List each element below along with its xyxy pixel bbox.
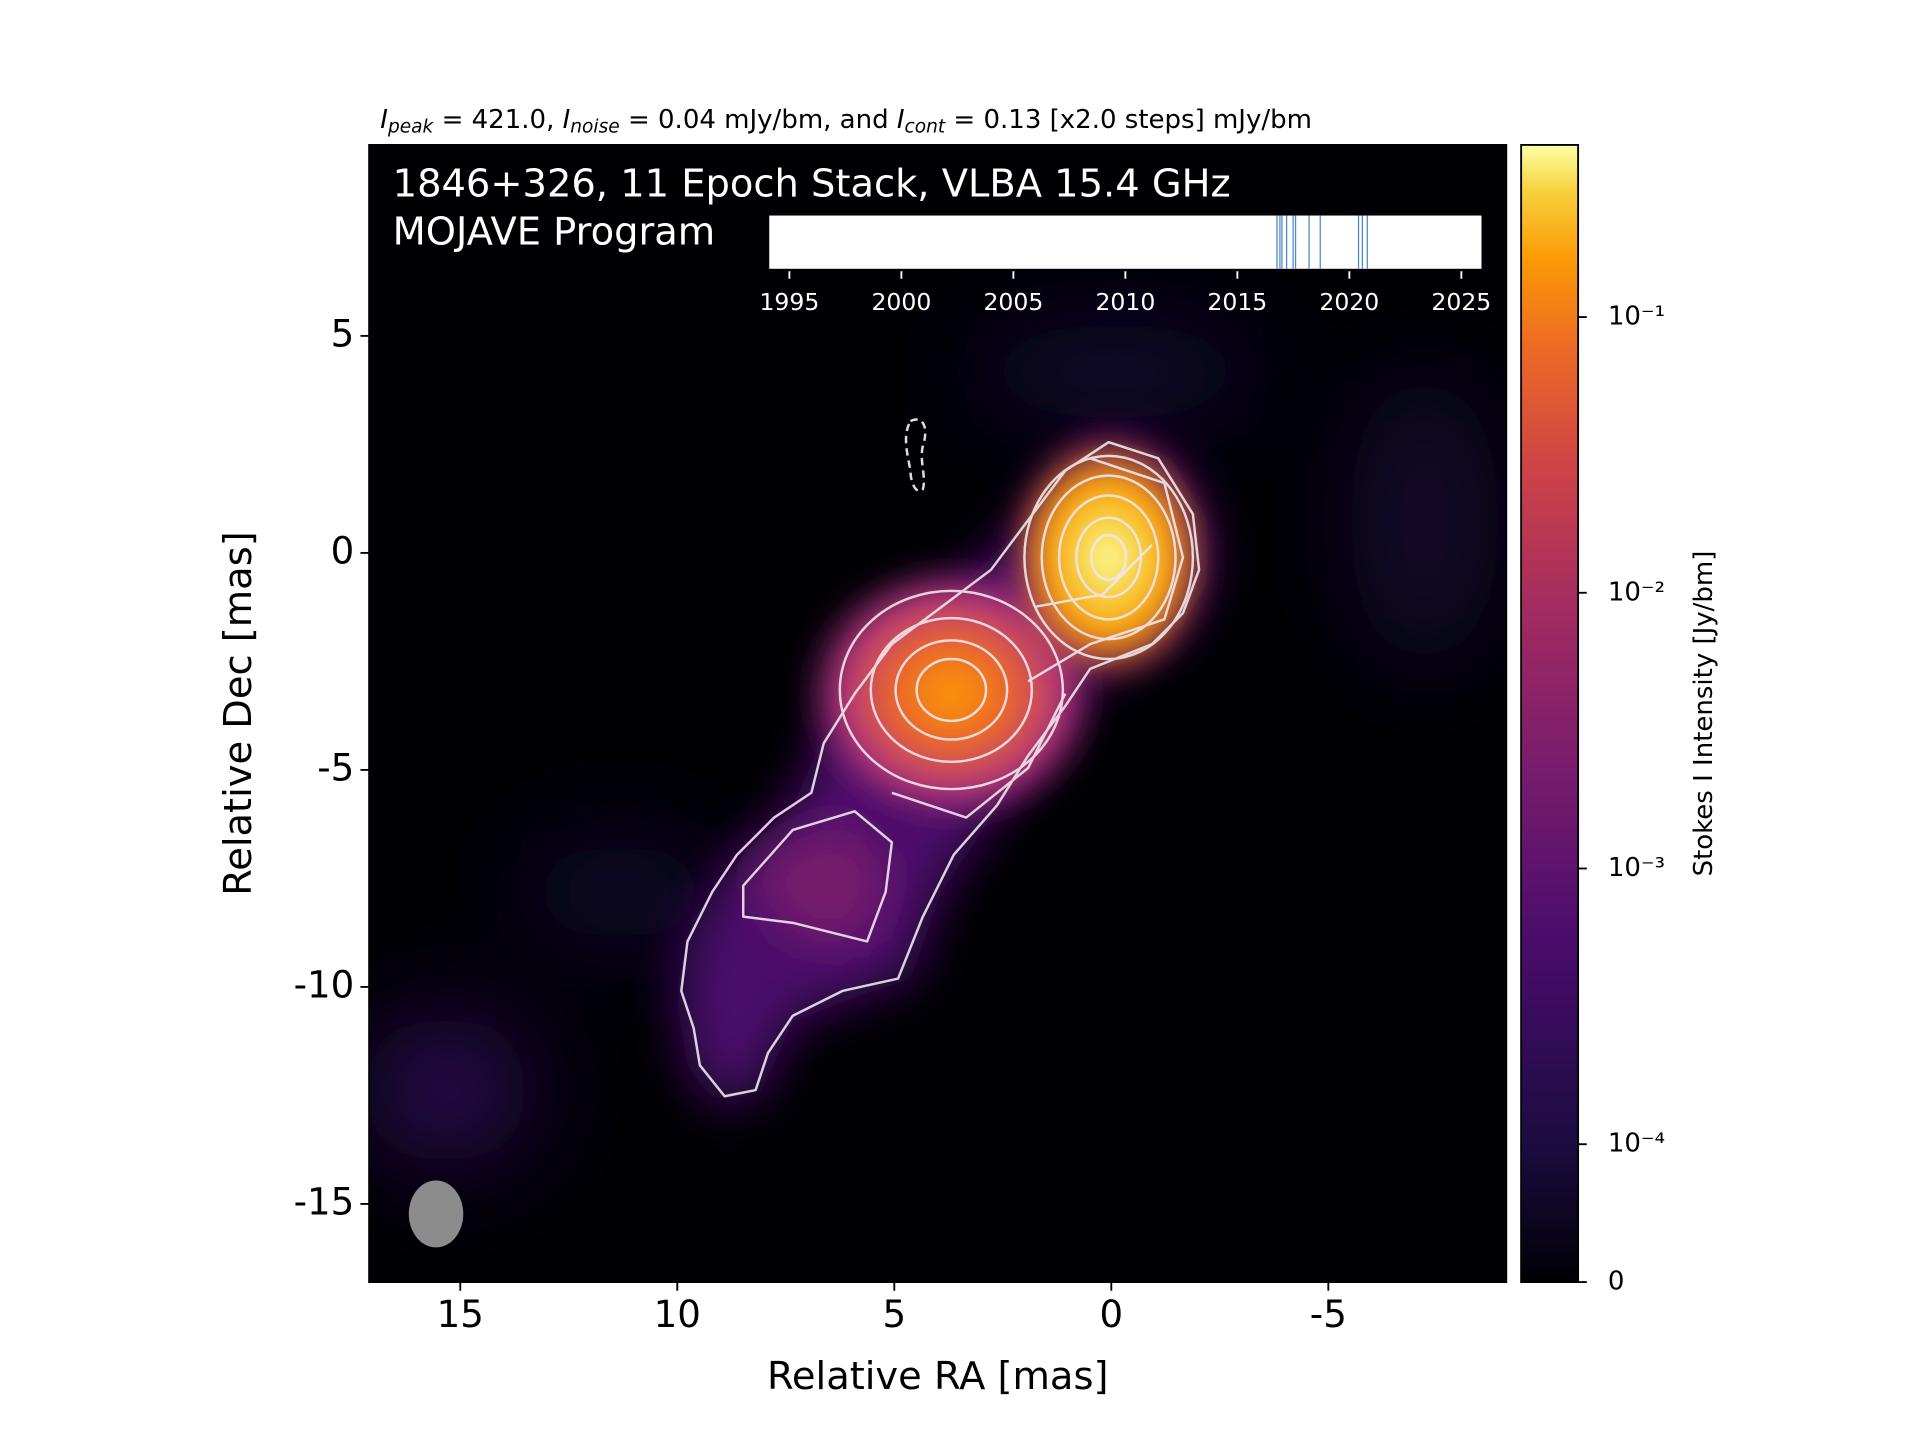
image [369, 144, 1507, 1283]
colorbar [1520, 144, 1580, 1283]
x-axis-label: Relative RA [mas] [767, 1354, 1109, 1399]
chart-title: 1846+326, 11 Epoch Stack, VLBA 15.4 GHz [393, 161, 1231, 206]
colorbar-tick-label: 10⁻³ [1608, 853, 1665, 883]
x-tick-label: 15 [437, 1293, 484, 1336]
subtitle-subscript: peak [387, 116, 435, 137]
axes-frame [368, 144, 1508, 1283]
epoch-tick-label: 2020 [1319, 288, 1379, 316]
epoch-inset [769, 215, 1482, 269]
colorbar-label: Stokes I Intensity [Jy/bm] [1689, 551, 1719, 877]
subtitle-symbol: I [380, 105, 388, 135]
colorbar-tick-label: 0 [1608, 1267, 1625, 1297]
epoch-tick-label: 2005 [983, 288, 1043, 316]
epoch-tick-label: 2025 [1431, 288, 1491, 316]
epoch-tick-label: 1995 [759, 288, 819, 316]
negative-contour [904, 418, 927, 493]
colorbar-tick-label: 10⁻² [1608, 577, 1665, 607]
epoch-tick-label: 2010 [1095, 288, 1155, 316]
subtitle-text: = 421.0, [433, 105, 562, 135]
colorbar-tick-label: 10⁻¹ [1608, 302, 1665, 332]
subtitle: Ipeak = 421.0, Inoise = 0.04 mJy/bm, and… [380, 105, 1312, 137]
y-tick-label: 0 [331, 529, 355, 572]
subtitle-symbol: I [897, 105, 905, 135]
y-tick-label: -10 [294, 963, 355, 1006]
subtitle-symbol: I [563, 105, 571, 135]
program-label: MOJAVE Program [393, 210, 716, 255]
y-tick-label: -15 [294, 1180, 355, 1223]
y-tick-label: 5 [331, 312, 355, 355]
x-tick-label: 0 [1099, 1293, 1123, 1336]
x-tick-label: -5 [1310, 1293, 1347, 1336]
core [1003, 427, 1214, 688]
contours [680, 440, 1201, 1098]
subtitle-subscript: noise [570, 116, 619, 137]
y-axis-label: Relative Dec [mas] [216, 531, 261, 895]
haze [369, 322, 1499, 1165]
subtitle-subscript: cont [905, 116, 946, 137]
subtitle-text: = 0.04 mJy/bm, and [620, 105, 897, 135]
epoch-tick-label: 2015 [1207, 288, 1267, 316]
subtitle-text: = 0.13 [x2.0 steps] mJy/bm [945, 105, 1312, 135]
x-tick-label: 10 [654, 1293, 701, 1336]
x-tick-label: 5 [882, 1293, 906, 1336]
colorbar-tick-label: 10⁻⁴ [1608, 1129, 1665, 1159]
y-tick-label: -5 [317, 746, 354, 789]
beam [408, 1180, 464, 1248]
epoch-tick-label: 2000 [871, 288, 931, 316]
